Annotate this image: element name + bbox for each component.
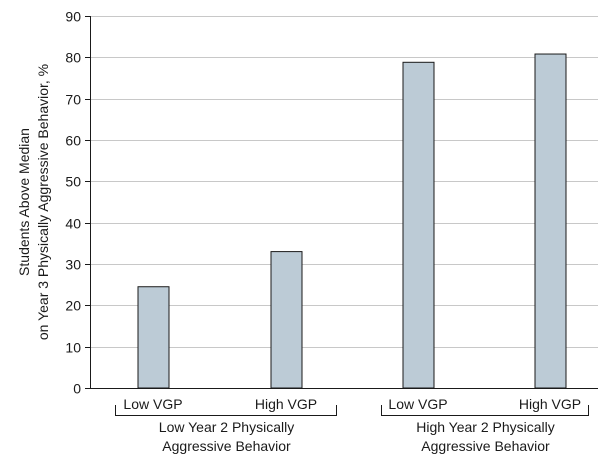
group-label-line: Aggressive Behavior — [421, 438, 550, 454]
bar-2 — [402, 61, 435, 389]
y-axis-label-line-2: on Year 3 Physically Aggressive Behavior… — [35, 64, 51, 340]
x-tick-label: Low VGP — [123, 396, 182, 412]
x-tick-label: Low VGP — [388, 396, 447, 412]
y-tick-label: 30 — [65, 257, 81, 273]
y-tick-label: 20 — [65, 298, 81, 314]
group-bracket-1 — [381, 405, 589, 416]
x-tick-labels: Low VGP High VGP Low VGP High VGP — [123, 396, 581, 412]
bar-3 — [534, 53, 567, 389]
axes — [85, 16, 598, 389]
group-label-line: High Year 2 Physically — [416, 419, 555, 435]
y-tick-label: 50 — [65, 174, 81, 190]
x-tick-label: High VGP — [519, 396, 581, 412]
y-axis-label-line-1: Students Above Median — [16, 128, 32, 276]
y-tick-label: 80 — [65, 50, 81, 66]
bar-1 — [270, 251, 303, 389]
gridlines — [90, 16, 598, 348]
y-tick-label: 0 — [73, 381, 81, 397]
y-tick-label: 10 — [65, 340, 81, 356]
group-labels: Low Year 2 Physically Aggressive Behavior… — [115, 405, 589, 454]
y-tick-label: 40 — [65, 216, 81, 232]
group-label-line: Aggressive Behavior — [162, 438, 291, 454]
y-tick-label: 60 — [65, 133, 81, 149]
y-tick-labels: 0 10 20 30 40 50 60 70 80 90 — [65, 9, 81, 397]
x-tick-label: High VGP — [255, 396, 317, 412]
group-bracket-0 — [115, 405, 337, 416]
group-label-line: Low Year 2 Physically — [159, 419, 294, 435]
bars — [137, 53, 567, 389]
y-tick-label: 70 — [65, 92, 81, 108]
y-tick-label: 90 — [65, 9, 81, 25]
bar-0 — [137, 286, 170, 389]
